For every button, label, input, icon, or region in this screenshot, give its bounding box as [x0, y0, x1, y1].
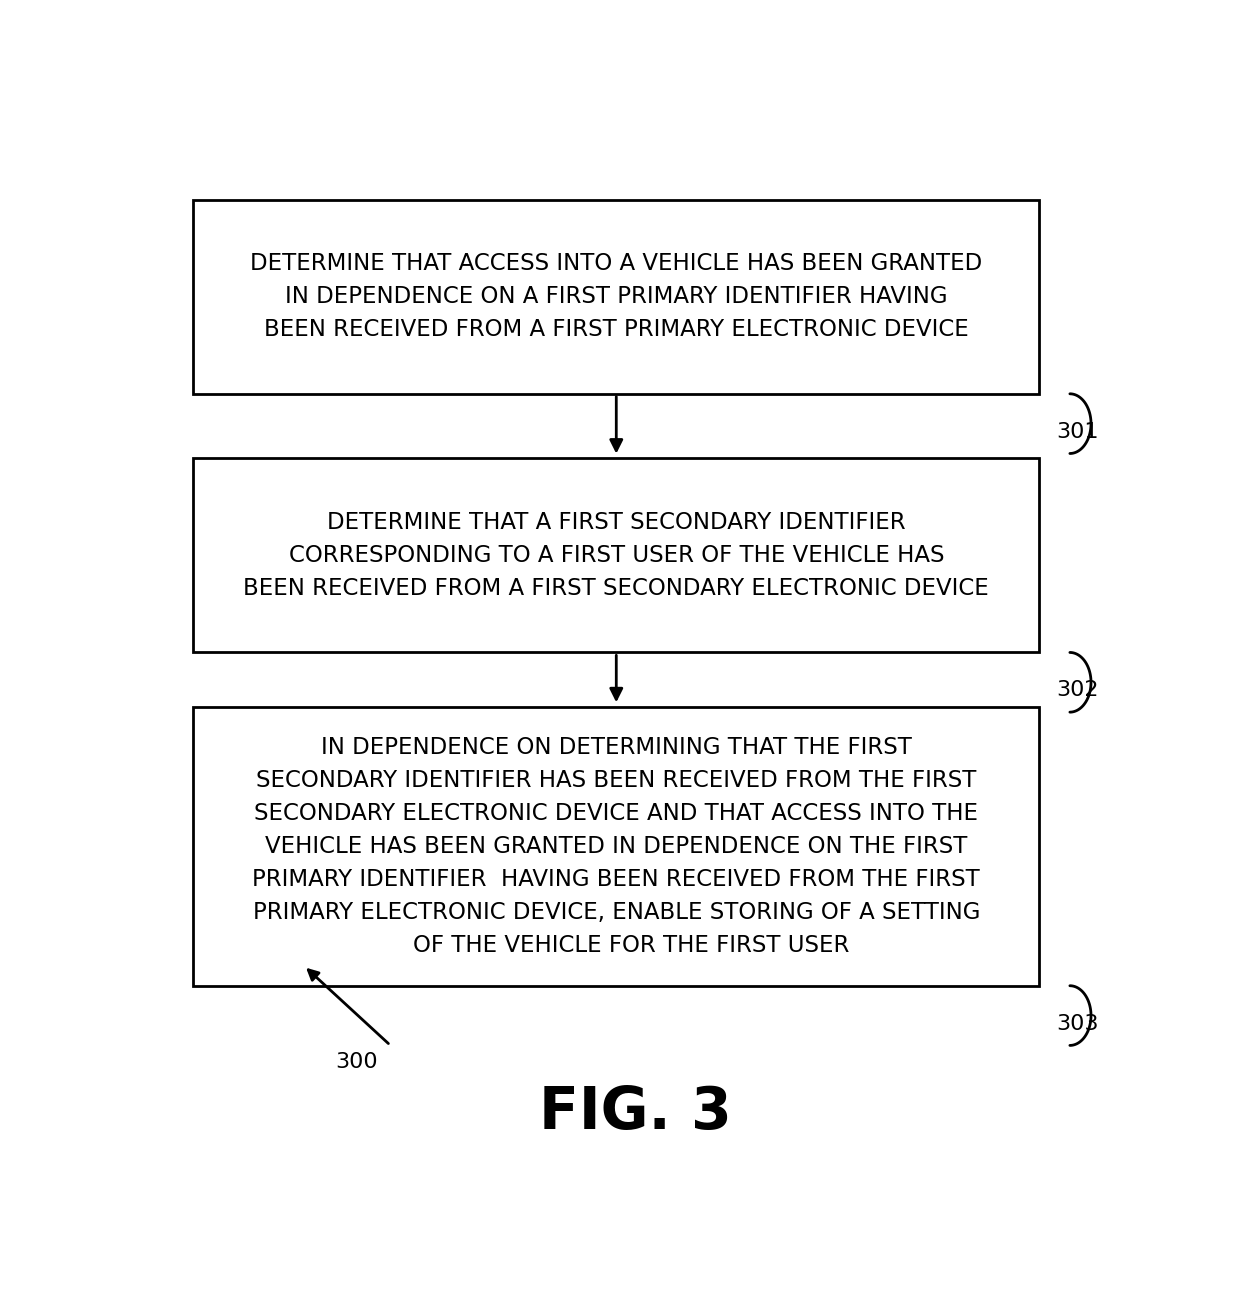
Text: 303: 303 — [1056, 1013, 1099, 1034]
Bar — [193, 707, 1039, 986]
Bar — [193, 200, 1039, 394]
Text: DETERMINE THAT A FIRST SECONDARY IDENTIFIER
CORRESPONDING TO A FIRST USER OF THE: DETERMINE THAT A FIRST SECONDARY IDENTIF… — [243, 512, 990, 599]
Text: 300: 300 — [336, 1053, 378, 1072]
Text: 302: 302 — [1056, 681, 1099, 700]
Text: 301: 301 — [1056, 421, 1099, 442]
Bar — [193, 459, 1039, 652]
Text: FIG. 3: FIG. 3 — [539, 1084, 732, 1141]
Text: DETERMINE THAT ACCESS INTO A VEHICLE HAS BEEN GRANTED
IN DEPENDENCE ON A FIRST P: DETERMINE THAT ACCESS INTO A VEHICLE HAS… — [250, 252, 982, 341]
Text: IN DEPENDENCE ON DETERMINING THAT THE FIRST
SECONDARY IDENTIFIER HAS BEEN RECEIV: IN DEPENDENCE ON DETERMINING THAT THE FI… — [253, 736, 980, 956]
